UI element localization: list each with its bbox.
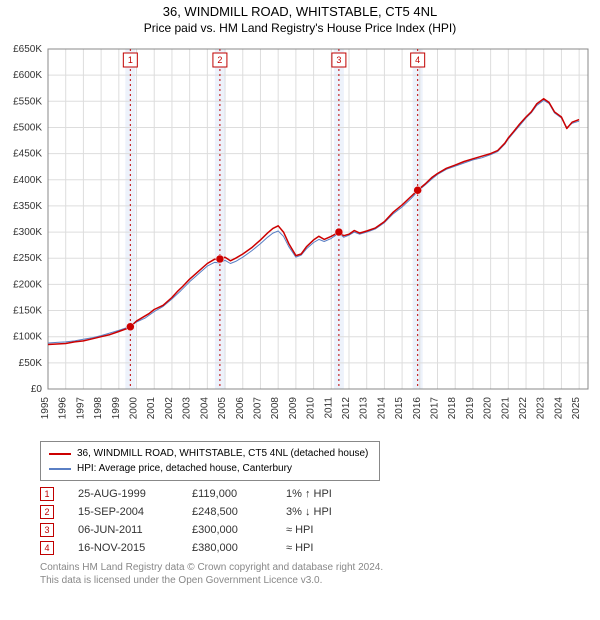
svg-text:2001: 2001 — [146, 397, 157, 420]
svg-text:2017: 2017 — [430, 397, 441, 420]
transaction-row: 4 16-NOV-2015 £380,000 ≈ HPI — [40, 541, 600, 555]
transaction-date: 06-JUN-2011 — [78, 524, 168, 536]
svg-text:2014: 2014 — [376, 397, 387, 420]
svg-text:£200K: £200K — [13, 279, 42, 290]
attribution-line-2: This data is licensed under the Open Gov… — [40, 574, 600, 587]
svg-text:2022: 2022 — [518, 397, 529, 420]
attribution-line-1: Contains HM Land Registry data © Crown c… — [40, 561, 600, 574]
svg-text:2015: 2015 — [394, 397, 405, 420]
svg-text:£650K: £650K — [13, 44, 42, 55]
svg-text:2000: 2000 — [129, 397, 140, 420]
svg-text:2025: 2025 — [571, 397, 582, 420]
svg-text:2: 2 — [217, 55, 222, 65]
svg-text:3: 3 — [336, 55, 341, 65]
chart-area: £0 £50K £100K £150K £200K £250K £300K £350K £400… — [0, 35, 600, 435]
transaction-row: 2 15-SEP-2004 £248,500 3% ↓ HPI — [40, 505, 600, 519]
transaction-price: £380,000 — [192, 542, 262, 554]
svg-text:£300K: £300K — [13, 227, 42, 238]
legend-swatch — [49, 453, 71, 455]
transaction-relation: 3% ↓ HPI — [286, 506, 366, 518]
svg-text:2010: 2010 — [306, 397, 317, 420]
legend-item: HPI: Average price, detached house, Cant… — [49, 461, 371, 476]
transaction-marker: 1 — [40, 487, 54, 501]
svg-text:2021: 2021 — [500, 397, 511, 420]
transaction-price: £300,000 — [192, 524, 262, 536]
attribution: Contains HM Land Registry data © Crown c… — [40, 561, 600, 587]
legend: 36, WINDMILL ROAD, WHITSTABLE, CT5 4NL (… — [40, 441, 380, 481]
svg-text:£550K: £550K — [13, 96, 42, 107]
chart-title: 36, WINDMILL ROAD, WHITSTABLE, CT5 4NL — [0, 4, 600, 19]
svg-text:£350K: £350K — [13, 201, 42, 212]
title-block: 36, WINDMILL ROAD, WHITSTABLE, CT5 4NL P… — [0, 0, 600, 35]
transaction-marker: 3 — [40, 523, 54, 537]
transaction-marker: 4 — [40, 541, 54, 555]
svg-text:2013: 2013 — [359, 397, 370, 420]
legend-label: HPI: Average price, detached house, Cant… — [77, 461, 292, 476]
svg-text:4: 4 — [415, 55, 420, 65]
svg-text:1999: 1999 — [111, 397, 122, 420]
chart-subtitle: Price paid vs. HM Land Registry's House … — [0, 21, 600, 35]
sale-marker — [126, 323, 134, 331]
svg-text:2018: 2018 — [447, 397, 458, 420]
transactions-table: 1 25-AUG-1999 £119,000 1% ↑ HPI 2 15-SEP-2004… — [40, 487, 600, 555]
svg-text:£0: £0 — [31, 384, 43, 395]
svg-text:£400K: £400K — [13, 175, 42, 186]
svg-text:2005: 2005 — [217, 397, 228, 420]
transaction-relation: 1% ↑ HPI — [286, 488, 366, 500]
svg-text:£150K: £150K — [13, 306, 42, 317]
svg-text:£600K: £600K — [13, 70, 42, 81]
transaction-relation: ≈ HPI — [286, 524, 366, 536]
svg-text:2002: 2002 — [164, 397, 175, 420]
svg-text:2003: 2003 — [182, 397, 193, 420]
transaction-price: £248,500 — [192, 506, 262, 518]
svg-text:1996: 1996 — [58, 397, 69, 420]
svg-text:1998: 1998 — [93, 397, 104, 420]
svg-text:2011: 2011 — [323, 397, 334, 419]
sale-marker — [335, 228, 343, 236]
svg-text:£450K: £450K — [13, 149, 42, 160]
transaction-relation: ≈ HPI — [286, 542, 366, 554]
transaction-price: £119,000 — [192, 488, 262, 500]
transaction-date: 16-NOV-2015 — [78, 542, 168, 554]
svg-text:2012: 2012 — [341, 397, 352, 420]
svg-text:2024: 2024 — [553, 397, 564, 420]
svg-text:£100K: £100K — [13, 332, 42, 343]
svg-text:1: 1 — [128, 55, 133, 65]
transaction-row: 3 06-JUN-2011 £300,000 ≈ HPI — [40, 523, 600, 537]
svg-text:2016: 2016 — [412, 397, 423, 420]
svg-text:2006: 2006 — [235, 397, 246, 420]
transaction-date: 15-SEP-2004 — [78, 506, 168, 518]
transaction-date: 25-AUG-1999 — [78, 488, 168, 500]
transaction-marker: 2 — [40, 505, 54, 519]
svg-text:1997: 1997 — [75, 397, 86, 420]
legend-item: 36, WINDMILL ROAD, WHITSTABLE, CT5 4NL (… — [49, 446, 371, 461]
svg-text:£500K: £500K — [13, 122, 42, 133]
transaction-row: 1 25-AUG-1999 £119,000 1% ↑ HPI — [40, 487, 600, 501]
svg-text:2023: 2023 — [536, 397, 547, 420]
svg-text:2020: 2020 — [483, 397, 494, 420]
svg-text:2019: 2019 — [465, 397, 476, 420]
svg-text:2009: 2009 — [288, 397, 299, 420]
svg-text:£250K: £250K — [13, 253, 42, 264]
legend-swatch — [49, 468, 71, 470]
sale-marker — [414, 186, 422, 194]
svg-text:2004: 2004 — [199, 397, 210, 420]
svg-text:2008: 2008 — [270, 397, 281, 420]
svg-text:£50K: £50K — [19, 358, 43, 369]
legend-label: 36, WINDMILL ROAD, WHITSTABLE, CT5 4NL (… — [77, 446, 368, 461]
svg-text:2007: 2007 — [252, 397, 263, 420]
sale-marker — [216, 255, 224, 263]
line-chart: £0 £50K £100K £150K £200K £250K £300K £350K £400… — [0, 35, 600, 435]
svg-text:1995: 1995 — [40, 397, 51, 420]
